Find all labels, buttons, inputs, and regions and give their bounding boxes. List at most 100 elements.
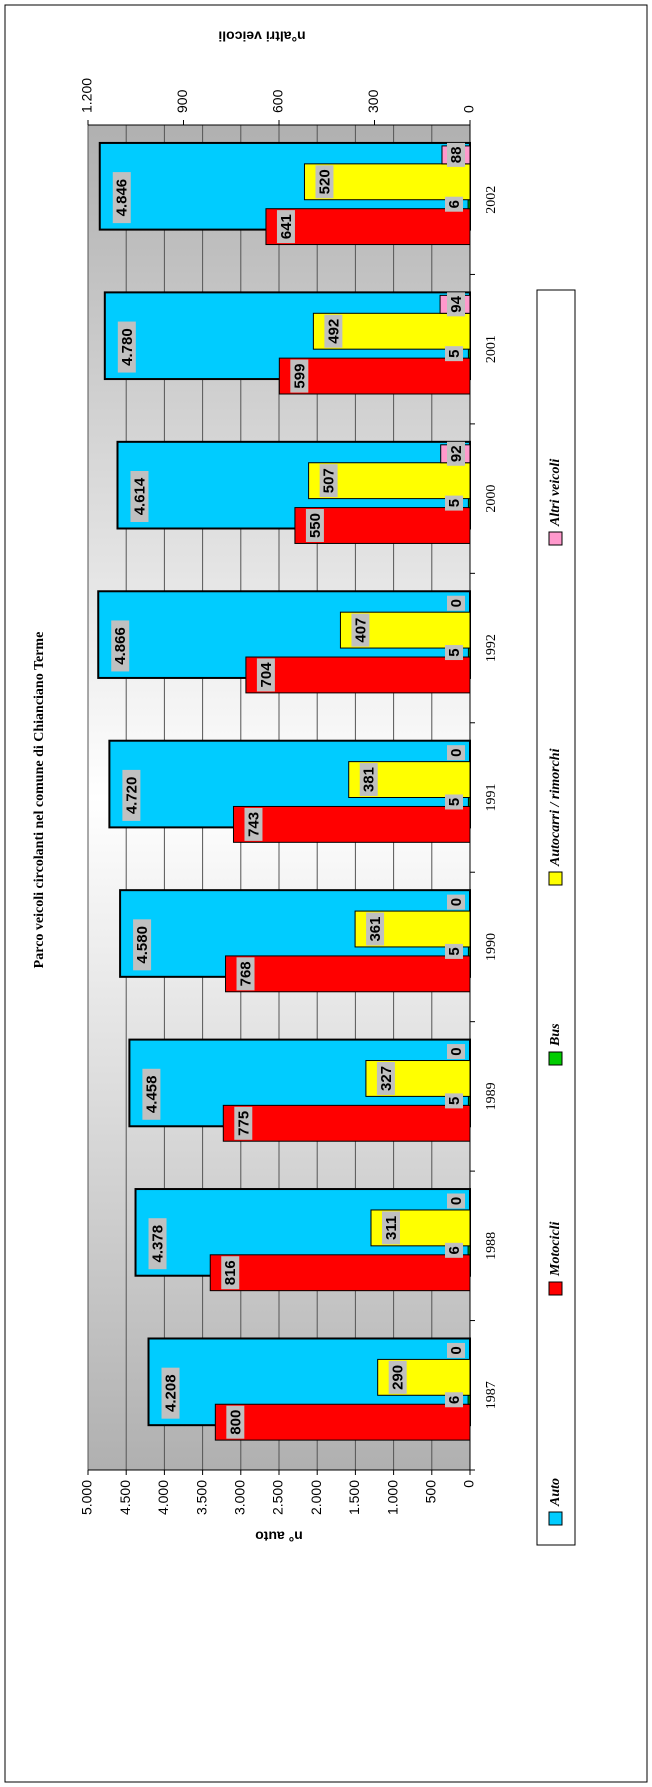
value-label: 327: [378, 1066, 395, 1091]
y-tick-label: 5.000: [79, 1480, 95, 1515]
legend-swatch: [548, 1051, 563, 1066]
value-label-bg: [117, 321, 136, 373]
bar: [467, 1394, 471, 1405]
value-label: 4.780: [119, 328, 136, 366]
value-label-bg: [445, 1242, 463, 1258]
value-label-bg: [445, 645, 463, 661]
value-label-bg: [445, 196, 463, 212]
bar: [467, 797, 471, 807]
bar: [467, 348, 471, 359]
y2-tick-label: 300: [365, 89, 381, 113]
value-label: 4.580: [134, 926, 151, 964]
x-tick-label: 1989: [484, 1082, 499, 1110]
value-label-bg: [111, 620, 130, 672]
value-label-bg: [319, 464, 338, 498]
y-tick-label: 1.500: [346, 1480, 362, 1515]
value-label-bg: [445, 1093, 463, 1109]
value-label: 507: [321, 468, 338, 493]
y-tick-label: 2.500: [270, 1480, 286, 1515]
x-tick-label: 1987: [484, 1381, 499, 1409]
legend-swatch: [548, 871, 563, 886]
value-label: 0: [448, 898, 465, 906]
value-label: 6: [446, 200, 463, 208]
bar: [278, 357, 471, 395]
legend-label: Bus: [548, 1023, 563, 1047]
y-tick-label: 3.000: [232, 1480, 248, 1515]
value-label: 6: [446, 1396, 463, 1404]
legend-swatch: [548, 1511, 563, 1526]
x-tick-label: 1988: [484, 1232, 499, 1260]
value-label-bg: [122, 769, 141, 821]
value-label-bg: [234, 1106, 253, 1140]
value-label: 4.866: [112, 627, 129, 665]
value-label: 88: [448, 147, 465, 164]
bar: [308, 462, 471, 500]
bar: [303, 163, 471, 201]
legend-label: Auto: [548, 1478, 563, 1507]
value-label: 4.720: [123, 777, 140, 815]
value-label-bg: [324, 314, 343, 348]
value-label-bg: [244, 807, 263, 841]
value-label-bg: [445, 1392, 463, 1408]
value-label: 4.458: [143, 1076, 160, 1114]
y-tick-label: 4.500: [117, 1480, 133, 1515]
value-label: 775: [235, 1111, 252, 1136]
x-tick-label: 2002: [484, 186, 499, 214]
value-label-bg: [445, 943, 463, 959]
y-axis-title: n° auto: [255, 1528, 303, 1544]
x-tick-label: 2001: [484, 335, 499, 363]
value-label-bg: [226, 1405, 245, 1439]
legend-box: [536, 289, 576, 1546]
value-label: 641: [278, 214, 295, 239]
value-label: 407: [352, 618, 369, 643]
bar: [467, 946, 471, 957]
bar: [467, 498, 471, 509]
bar: [265, 208, 471, 246]
value-label: 4.378: [149, 1225, 166, 1263]
value-label-bg: [130, 471, 149, 522]
value-label: 290: [390, 1365, 407, 1390]
bar: [225, 955, 471, 993]
value-label: 5: [446, 798, 463, 806]
value-label: 361: [367, 916, 384, 941]
value-label: 599: [291, 364, 308, 389]
x-tick-label: 1991: [484, 784, 499, 812]
value-label-bg: [366, 912, 385, 946]
value-label-bg: [305, 509, 324, 543]
value-label-bg: [447, 292, 465, 317]
value-label-bg: [447, 441, 465, 466]
value-label: 520: [316, 169, 333, 194]
value-label-bg: [236, 957, 255, 991]
value-label: 6: [446, 1246, 463, 1254]
bar: [467, 199, 471, 210]
value-label: 0: [448, 748, 465, 756]
y2-axis-title: n°altri veicoli: [218, 28, 305, 44]
value-label: 92: [448, 445, 465, 462]
value-label: 800: [227, 1410, 244, 1435]
y-tick-label: 0: [461, 1480, 477, 1488]
value-label: 492: [325, 319, 342, 344]
bar: [222, 1104, 471, 1142]
value-label-bg: [447, 745, 465, 761]
bar: [232, 805, 471, 843]
value-label-bg: [112, 172, 131, 224]
value-label-bg: [276, 210, 295, 244]
value-label-bg: [447, 595, 465, 611]
legend-swatch: [548, 531, 563, 546]
value-label: 5: [446, 648, 463, 656]
legend-label: Altri veicoli: [548, 459, 563, 527]
bar: [209, 1254, 471, 1292]
y2-tick-label: 900: [174, 89, 190, 113]
value-label-bg: [221, 1256, 240, 1290]
value-label: 0: [448, 1197, 465, 1205]
value-label: 0: [448, 1047, 465, 1055]
value-label-bg: [133, 919, 152, 971]
value-label: 5: [446, 947, 463, 955]
value-label: 0: [448, 1346, 465, 1354]
value-label: 704: [258, 662, 275, 688]
bar: [348, 761, 471, 798]
value-label: 4.846: [114, 179, 131, 217]
value-label: 816: [222, 1260, 239, 1285]
